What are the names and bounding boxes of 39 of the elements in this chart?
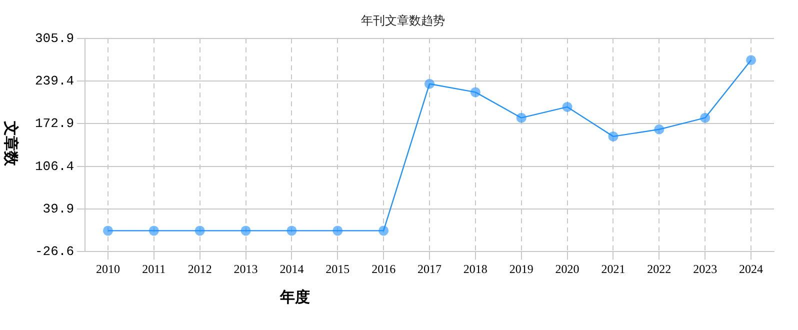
point: [746, 55, 756, 66]
point: [516, 112, 526, 123]
point: [148, 226, 159, 236]
x-tick-label: 2012: [188, 262, 212, 276]
y-tick-label: -26.6: [34, 244, 74, 260]
point: [286, 226, 297, 236]
x-tick-label: 2016: [372, 262, 396, 276]
chart-title: 年刊文章数趋势: [361, 13, 445, 28]
x-tick-label: 2018: [463, 262, 488, 276]
x-tick-label: 2019: [509, 262, 534, 276]
x-tick-label: 2011: [142, 262, 166, 276]
x-tick-label: 2023: [693, 262, 718, 276]
point: [700, 112, 710, 123]
x-tick-label: 2014: [280, 262, 304, 276]
point: [332, 226, 343, 236]
y-tick-label: 39.9: [42, 201, 74, 216]
y-tick-label: 172.9: [34, 116, 74, 132]
x-tick-label: 2010: [96, 262, 120, 276]
x-tick-label: 2017: [418, 262, 442, 276]
x-tick-label: 2015: [326, 262, 350, 276]
point: [608, 131, 618, 142]
y-axis-title: 文章数: [1, 121, 20, 166]
point: [562, 102, 572, 112]
point: [424, 78, 435, 89]
x-tick-label: 2024: [739, 262, 764, 276]
x-tick-label: 2013: [234, 262, 258, 276]
point: [240, 226, 251, 236]
point: [470, 87, 480, 98]
point: [654, 124, 664, 134]
x-axis-title: 年度: [280, 288, 310, 307]
x-tick-label: 2022: [647, 262, 672, 276]
point: [194, 226, 205, 236]
point: [378, 226, 389, 236]
y-tick-label: 239.4: [34, 73, 74, 88]
x-tick-label: 2020: [555, 262, 580, 276]
y-tick-label: 106.4: [34, 158, 74, 174]
point: [102, 226, 113, 236]
y-tick-label: 305.9: [34, 30, 74, 46]
x-tick-label: 2021: [601, 262, 626, 276]
